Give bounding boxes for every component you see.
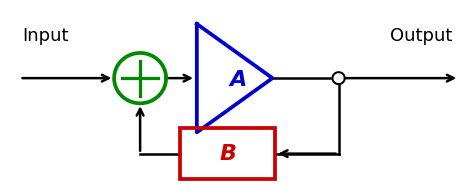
Bar (180, 129, 275, 179)
Text: A: A (230, 70, 247, 90)
Text: Input: Input (22, 27, 68, 44)
Polygon shape (332, 72, 345, 84)
Text: B: B (219, 144, 236, 164)
Text: Output: Output (390, 27, 452, 44)
